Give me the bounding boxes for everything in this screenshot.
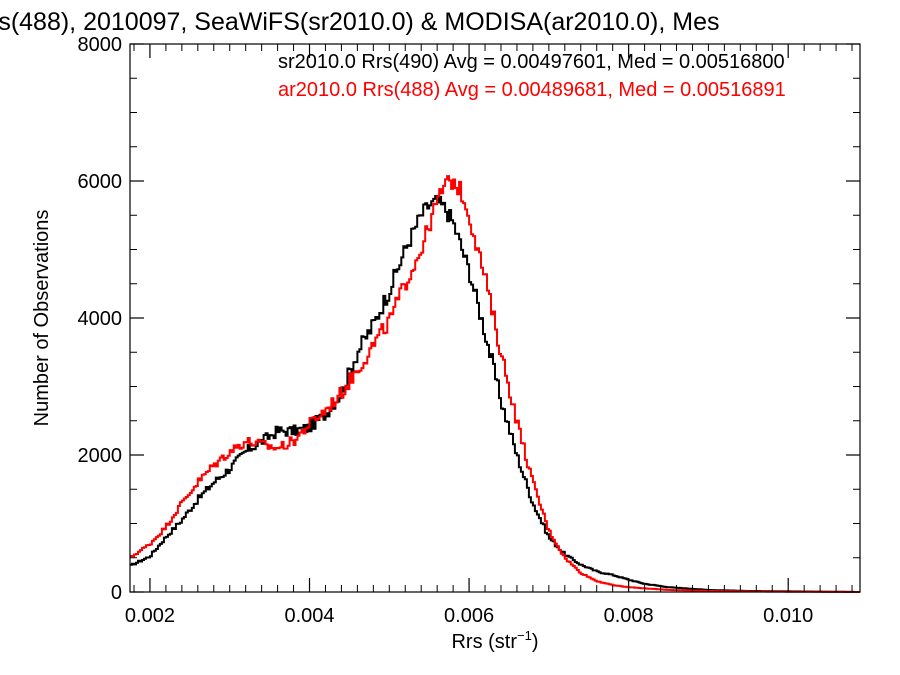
y-tick-label: 8000 (78, 34, 123, 56)
x-axis-label-main: Rrs (str (451, 631, 517, 653)
legend-annotation-black: sr2010.0 Rrs(490) Avg = 0.00497601, Med … (278, 51, 785, 73)
ticks-layer: 0.002 0.004 0.006 0.008 0.010 0 2000 4000 6000 80… (78, 34, 860, 627)
x-tick-label: 0.010 (763, 605, 813, 627)
x-tick-label: 0.004 (284, 605, 334, 627)
chart-title: rs(488), 2010097, SeaWiFS(sr2010.0) & MO… (0, 8, 719, 36)
y-tick-label: 4000 (78, 308, 123, 330)
x-axis-label: Rrs (str−1) (451, 628, 538, 653)
x-tick-label: 0.008 (604, 605, 654, 627)
y-tick-label: 2000 (78, 445, 123, 467)
x-tick-label: 0.006 (444, 605, 494, 627)
series-line-black (130, 195, 860, 593)
y-tick-label: 6000 (78, 171, 123, 193)
x-axis-label-superscript: −1 (517, 628, 532, 643)
legend-annotation-red: ar2010.0 Rrs(488) Avg = 0.00489681, Med … (278, 79, 786, 101)
series-line-red (130, 175, 860, 593)
series-layer (130, 175, 860, 593)
x-tick-label: 0.002 (125, 605, 175, 627)
y-tick-label: 0 (111, 582, 122, 604)
x-axis-label-tail: ) (532, 631, 539, 653)
y-axis-label: Number of Observations (31, 210, 53, 427)
